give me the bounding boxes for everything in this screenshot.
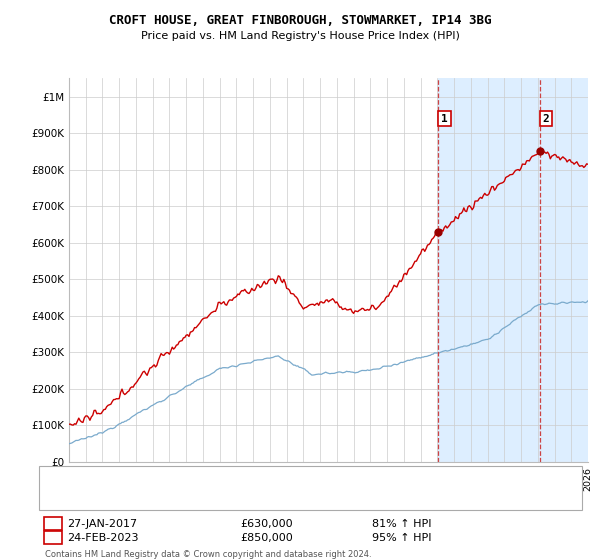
Text: 2: 2	[543, 114, 550, 124]
Text: 2: 2	[49, 533, 56, 543]
Text: 95% ↑ HPI: 95% ↑ HPI	[372, 533, 431, 543]
Text: CROFT HOUSE, GREAT FINBOROUGH, STOWMARKET, IP14 3BG (detached house): CROFT HOUSE, GREAT FINBOROUGH, STOWMARKE…	[79, 474, 473, 484]
Text: 81% ↑ HPI: 81% ↑ HPI	[372, 519, 431, 529]
Text: 24-FEB-2023: 24-FEB-2023	[67, 533, 139, 543]
Text: £630,000: £630,000	[240, 519, 293, 529]
Text: Price paid vs. HM Land Registry's House Price Index (HPI): Price paid vs. HM Land Registry's House …	[140, 31, 460, 41]
Text: HPI: Average price, detached house, Mid Suffolk: HPI: Average price, detached house, Mid …	[79, 491, 314, 501]
Text: 1: 1	[49, 519, 56, 529]
Text: 27-JAN-2017: 27-JAN-2017	[67, 519, 137, 529]
Bar	[439, 78, 588, 462]
Text: £850,000: £850,000	[240, 533, 293, 543]
Text: CROFT HOUSE, GREAT FINBOROUGH, STOWMARKET, IP14 3BG: CROFT HOUSE, GREAT FINBOROUGH, STOWMARKE…	[109, 14, 491, 27]
Text: 1: 1	[441, 114, 448, 124]
Text: Contains HM Land Registry data © Crown copyright and database right 2024.
This d: Contains HM Land Registry data © Crown c…	[45, 550, 371, 560]
